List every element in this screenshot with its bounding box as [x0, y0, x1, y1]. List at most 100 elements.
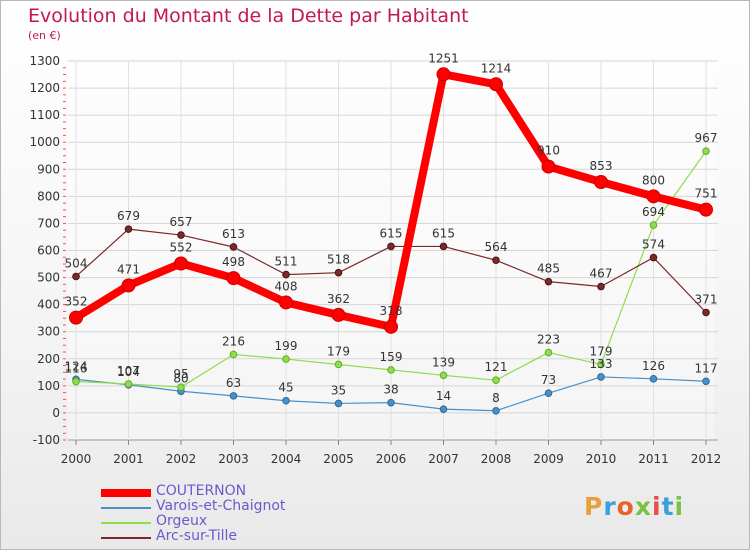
legend-swatch	[101, 522, 151, 524]
legend-item: Arc-sur-Tille	[101, 528, 401, 546]
data-point	[226, 271, 241, 286]
chart-title: Evolution du Montant de la Dette par Hab…	[28, 5, 469, 27]
data-label: 485	[537, 262, 560, 276]
data-label: 613	[222, 227, 245, 241]
data-point	[594, 175, 608, 190]
legend-swatch	[101, 489, 151, 497]
data-point	[649, 221, 658, 229]
brand-letter: P	[584, 492, 604, 521]
y-tick-label: 900	[37, 162, 60, 176]
data-label: 139	[432, 355, 455, 369]
data-point	[334, 268, 343, 277]
data-label: 223	[537, 333, 560, 347]
legend-label: Varois-et-Chaignot	[156, 498, 286, 514]
data-label: 615	[432, 226, 455, 240]
data-point	[544, 348, 553, 357]
brand-letter: i	[674, 492, 685, 521]
data-point	[702, 308, 710, 317]
data-point	[597, 282, 605, 291]
data-point	[646, 189, 661, 204]
data-label: 800	[642, 173, 665, 187]
data-point	[279, 295, 293, 310]
brand-logo: Proxiti	[584, 492, 684, 521]
data-label: 371	[695, 292, 718, 306]
y-tick-label: 500	[37, 271, 60, 285]
data-point	[702, 147, 710, 155]
data-label: 318	[380, 304, 403, 318]
y-tick-label: 1100	[29, 108, 60, 122]
data-label: 179	[327, 344, 350, 358]
data-point	[282, 355, 290, 363]
data-point	[229, 243, 238, 251]
data-label: 518	[327, 253, 350, 267]
y-tick-label: 800	[37, 189, 60, 203]
data-point	[124, 380, 133, 388]
data-label: 216	[222, 334, 245, 348]
data-point	[439, 405, 448, 413]
data-point	[387, 366, 395, 374]
data-label: 45	[278, 381, 293, 395]
data-label: 564	[485, 240, 508, 254]
data-label: 80	[173, 371, 188, 385]
data-label: 504	[65, 256, 88, 270]
data-label: 8	[492, 391, 500, 405]
brand-letter: o	[616, 492, 635, 521]
data-label: 751	[695, 187, 718, 201]
legend-label: Arc-sur-Tille	[156, 528, 237, 544]
data-point	[282, 396, 290, 405]
data-point	[436, 67, 451, 82]
data-point	[492, 406, 500, 415]
data-label: 14	[436, 389, 451, 403]
data-label: 116	[65, 362, 88, 376]
data-label: 511	[275, 255, 298, 269]
y-tick-label: 700	[37, 216, 60, 230]
data-point	[702, 377, 710, 386]
data-point	[489, 77, 503, 92]
legend-item: Varois-et-Chaignot	[101, 498, 401, 516]
data-label: 126	[642, 359, 665, 373]
data-label: 199	[275, 339, 298, 353]
data-label: 679	[117, 209, 140, 223]
x-tick-label: 2010	[586, 452, 617, 466]
brand-letter: r	[603, 492, 617, 521]
y-tick-label: 200	[37, 352, 60, 366]
y-tick-label: 0	[52, 406, 60, 420]
data-point	[229, 350, 238, 359]
x-tick-label: 2005	[323, 452, 354, 466]
data-label: 124	[65, 359, 88, 373]
data-label: 574	[642, 238, 665, 252]
x-tick-label: 2011	[638, 452, 669, 466]
legend-label: Orgeux	[156, 513, 208, 529]
y-tick-label: -100	[33, 433, 60, 447]
data-label: 967	[695, 131, 718, 145]
data-point	[544, 389, 553, 397]
data-point	[121, 278, 136, 293]
legend-swatch	[101, 507, 151, 509]
data-label: 657	[170, 215, 193, 229]
data-point	[492, 256, 500, 265]
data-point	[177, 383, 185, 392]
y-tick-label: 1000	[29, 135, 60, 149]
data-label: 467	[590, 267, 613, 281]
data-label: 104	[117, 365, 140, 379]
x-tick-label: 2008	[481, 452, 512, 466]
legend-swatch	[101, 537, 151, 539]
x-tick-label: 2006	[376, 452, 407, 466]
y-tick-label: 300	[37, 325, 60, 339]
data-point	[384, 319, 398, 334]
y-tick-label: 1300	[29, 54, 60, 68]
data-point	[174, 256, 188, 271]
data-point	[282, 270, 290, 279]
data-label: 121	[485, 360, 508, 374]
y-tick-label: 1200	[29, 81, 60, 95]
data-point	[387, 398, 395, 407]
data-point	[541, 159, 556, 174]
legend-label: COUTERNON	[156, 483, 247, 499]
data-point	[597, 373, 605, 381]
data-point	[229, 392, 238, 400]
data-point	[334, 360, 343, 369]
data-label: 552	[170, 240, 193, 254]
data-label: 179	[590, 344, 613, 358]
data-label: 73	[541, 373, 556, 387]
